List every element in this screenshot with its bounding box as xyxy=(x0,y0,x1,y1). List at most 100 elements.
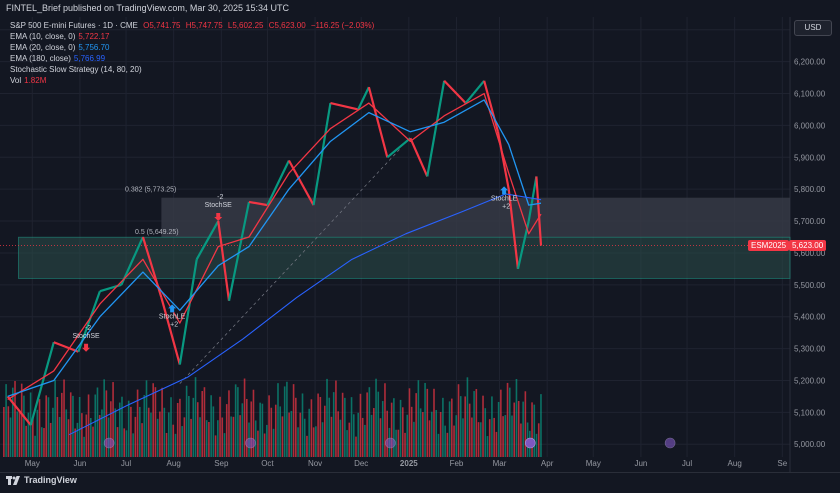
volume-bar xyxy=(306,435,308,457)
volume-bar xyxy=(94,394,97,457)
volume-bar xyxy=(471,417,473,457)
volume-bar xyxy=(237,387,239,457)
volume-bar xyxy=(18,411,21,457)
volume-bar xyxy=(234,384,237,457)
ema-lines xyxy=(7,92,542,436)
volume-bar xyxy=(330,416,333,457)
volume-bar xyxy=(477,422,480,457)
volume-bar xyxy=(401,407,404,457)
volume-bar xyxy=(435,410,438,457)
legend-ema20[interactable]: EMA (20, close, 0) 5,756.70 xyxy=(10,42,374,53)
vol-label: Vol xyxy=(10,76,22,85)
price-segment xyxy=(29,341,55,426)
y-tick-label: 5,100.00 xyxy=(794,408,826,417)
chart-area[interactable]: 0.382 (5,773.25) 0.5 (5,649.25) -2 StochSE… xyxy=(0,17,840,472)
volume-bar xyxy=(232,416,235,457)
volume-bar xyxy=(190,418,192,457)
price-segment xyxy=(312,102,332,206)
volume-bar xyxy=(214,435,217,457)
x-tick-label: Sep xyxy=(214,459,229,468)
volume-bar xyxy=(121,396,123,457)
volume-bar xyxy=(181,426,183,457)
price-segment xyxy=(409,137,429,177)
volume-bar xyxy=(502,416,504,457)
volume-bar xyxy=(40,427,43,457)
volume-bar xyxy=(386,410,388,457)
publish-header: FINTEL_Brief published on TradingView.co… xyxy=(0,0,840,17)
volume-bar xyxy=(332,392,335,457)
volume-bar xyxy=(150,412,152,457)
volume-bar xyxy=(230,416,232,457)
volume-bar xyxy=(455,415,458,457)
volume-bar xyxy=(49,422,52,457)
volume-bar xyxy=(87,394,90,457)
legend-ema180[interactable]: EMA (180, close) 5,766.99 xyxy=(10,53,374,64)
fib-zone-lower xyxy=(18,236,791,279)
volume-bar xyxy=(34,435,36,457)
arrow-up-icon xyxy=(500,186,509,195)
volume-bar xyxy=(170,397,172,457)
volume-bar xyxy=(364,424,366,457)
arrow-down-icon xyxy=(82,343,91,352)
tradingview-logo[interactable]: TradingView xyxy=(6,475,77,485)
volume-bar xyxy=(123,428,126,457)
ema20-line xyxy=(7,99,542,398)
volume-bar xyxy=(266,424,268,457)
ema180-line xyxy=(68,193,542,436)
price-segment xyxy=(464,80,485,104)
x-tick-label: Se xyxy=(777,459,787,468)
volume-bar xyxy=(488,419,491,457)
volume-bar xyxy=(497,401,500,457)
volume-bar xyxy=(268,395,270,457)
volume-bar xyxy=(107,417,110,457)
x-tick-label: Mar xyxy=(493,459,507,468)
volume-bar xyxy=(110,401,112,457)
volume-bar xyxy=(76,422,79,457)
volume-bar xyxy=(263,433,266,457)
volume-bar xyxy=(185,385,188,457)
volume-bar xyxy=(85,414,88,457)
y-tick-label: 5,400.00 xyxy=(794,313,826,322)
volume-bar xyxy=(43,428,45,457)
fib-lower-label: 0.5 (5,649.25) xyxy=(135,229,179,236)
volume-bar xyxy=(426,388,429,457)
ohlc-low: L5,602.25 xyxy=(227,21,264,30)
price-segment xyxy=(443,80,467,104)
volume-bar xyxy=(428,420,431,457)
volume-bar xyxy=(212,406,215,457)
volume-bar xyxy=(466,377,469,457)
price-axis[interactable]: 6,300.006,200.006,100.006,000.005,900.00… xyxy=(794,26,826,449)
volume-bar xyxy=(531,402,533,457)
currency-button[interactable]: USD xyxy=(794,20,832,36)
volume-bar xyxy=(346,430,348,457)
volume-bar xyxy=(366,392,368,457)
volume-bar xyxy=(16,411,19,457)
volume-bar xyxy=(384,383,386,457)
x-tick-label: 2025 xyxy=(400,459,418,468)
symbol-badge: ESM2025 xyxy=(748,240,790,251)
volume-bar xyxy=(45,395,48,457)
event-markers[interactable] xyxy=(103,437,676,449)
ema180-value: 5,766.99 xyxy=(73,54,106,63)
volume-bar xyxy=(486,436,489,457)
volume-bar xyxy=(152,383,154,457)
volume-bar xyxy=(377,391,380,457)
volume-bar xyxy=(116,427,119,457)
volume-bar xyxy=(468,403,471,457)
volume-bar xyxy=(9,417,12,457)
volume-bar xyxy=(96,387,99,457)
price-chart[interactable]: 0.382 (5,773.25)0.5 (5,649.25) -2StochSE… xyxy=(0,17,840,472)
price-segment xyxy=(386,137,412,159)
x-tick-label: Jul xyxy=(121,459,131,468)
volume-bar xyxy=(105,390,108,457)
legend-volume[interactable]: Vol 1.82M xyxy=(10,75,374,86)
volume-bar xyxy=(439,411,442,457)
volume-bar xyxy=(61,392,63,457)
legend-ema10[interactable]: EMA (10, close, 0) 5,722.17 xyxy=(10,31,374,42)
volume-bar xyxy=(297,427,299,457)
x-tick-label: May xyxy=(25,459,40,468)
volume-bar xyxy=(145,380,148,457)
volume-bar xyxy=(14,381,16,457)
time-axis[interactable]: May Jun Jul Aug Sep Oct Nov Dec 2025 Feb Mar Apr May… xyxy=(25,459,788,468)
legend-strategy[interactable]: Stochastic Slow Strategy (14, 80, 20) xyxy=(10,64,374,75)
